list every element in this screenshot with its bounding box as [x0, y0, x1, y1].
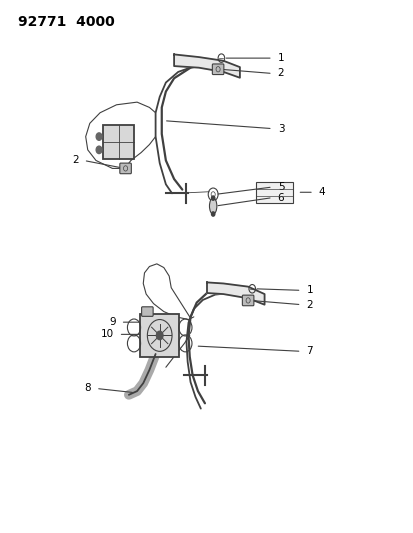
Text: 1: 1: [277, 53, 284, 63]
FancyBboxPatch shape: [242, 295, 253, 306]
FancyBboxPatch shape: [141, 307, 153, 317]
Bar: [140, 314, 179, 357]
Bar: [256, 182, 293, 203]
Text: 3: 3: [277, 124, 284, 134]
Circle shape: [96, 146, 102, 154]
Circle shape: [211, 196, 214, 200]
Text: 9: 9: [109, 317, 115, 327]
Text: 7: 7: [306, 346, 312, 357]
Text: 4: 4: [318, 187, 325, 197]
Polygon shape: [206, 282, 264, 305]
Text: 1: 1: [306, 285, 312, 295]
Text: 6: 6: [277, 192, 284, 203]
Bar: [103, 125, 134, 159]
Text: 8: 8: [84, 383, 91, 393]
Text: 2: 2: [277, 69, 284, 78]
Polygon shape: [174, 54, 239, 78]
Ellipse shape: [209, 198, 216, 214]
Circle shape: [211, 212, 214, 216]
Circle shape: [96, 133, 102, 140]
Text: 5: 5: [277, 182, 284, 192]
FancyBboxPatch shape: [212, 64, 223, 75]
Text: 10: 10: [100, 329, 114, 340]
Text: 2: 2: [72, 156, 78, 165]
Circle shape: [156, 331, 163, 340]
Text: 2: 2: [306, 300, 312, 310]
FancyBboxPatch shape: [119, 163, 131, 174]
Text: 92771  4000: 92771 4000: [18, 14, 114, 29]
